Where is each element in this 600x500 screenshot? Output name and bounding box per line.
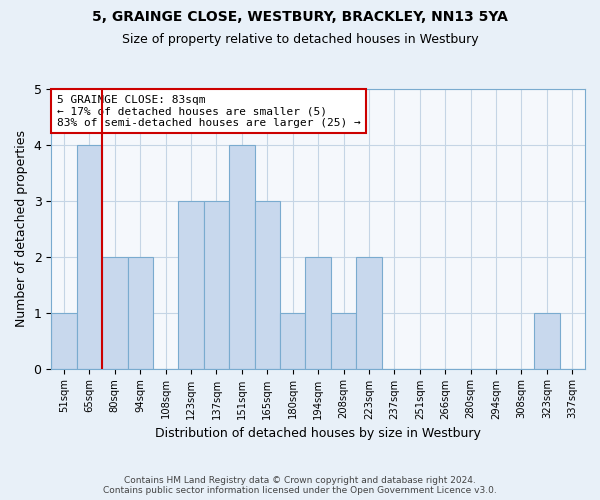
Y-axis label: Number of detached properties: Number of detached properties xyxy=(15,130,28,328)
Bar xyxy=(51,312,77,368)
Text: Contains HM Land Registry data © Crown copyright and database right 2024.
Contai: Contains HM Land Registry data © Crown c… xyxy=(103,476,497,495)
Text: Size of property relative to detached houses in Westbury: Size of property relative to detached ho… xyxy=(122,32,478,46)
X-axis label: Distribution of detached houses by size in Westbury: Distribution of detached houses by size … xyxy=(155,427,481,440)
Bar xyxy=(102,256,128,368)
Bar xyxy=(280,312,305,368)
Bar xyxy=(254,201,280,368)
Bar xyxy=(331,312,356,368)
Bar xyxy=(77,145,102,368)
Bar xyxy=(356,256,382,368)
Bar xyxy=(229,145,254,368)
Text: 5, GRAINGE CLOSE, WESTBURY, BRACKLEY, NN13 5YA: 5, GRAINGE CLOSE, WESTBURY, BRACKLEY, NN… xyxy=(92,10,508,24)
Bar xyxy=(128,256,153,368)
Bar xyxy=(204,201,229,368)
Bar xyxy=(178,201,204,368)
Bar xyxy=(534,312,560,368)
Bar xyxy=(305,256,331,368)
Text: 5 GRAINGE CLOSE: 83sqm
← 17% of detached houses are smaller (5)
83% of semi-deta: 5 GRAINGE CLOSE: 83sqm ← 17% of detached… xyxy=(56,94,361,128)
